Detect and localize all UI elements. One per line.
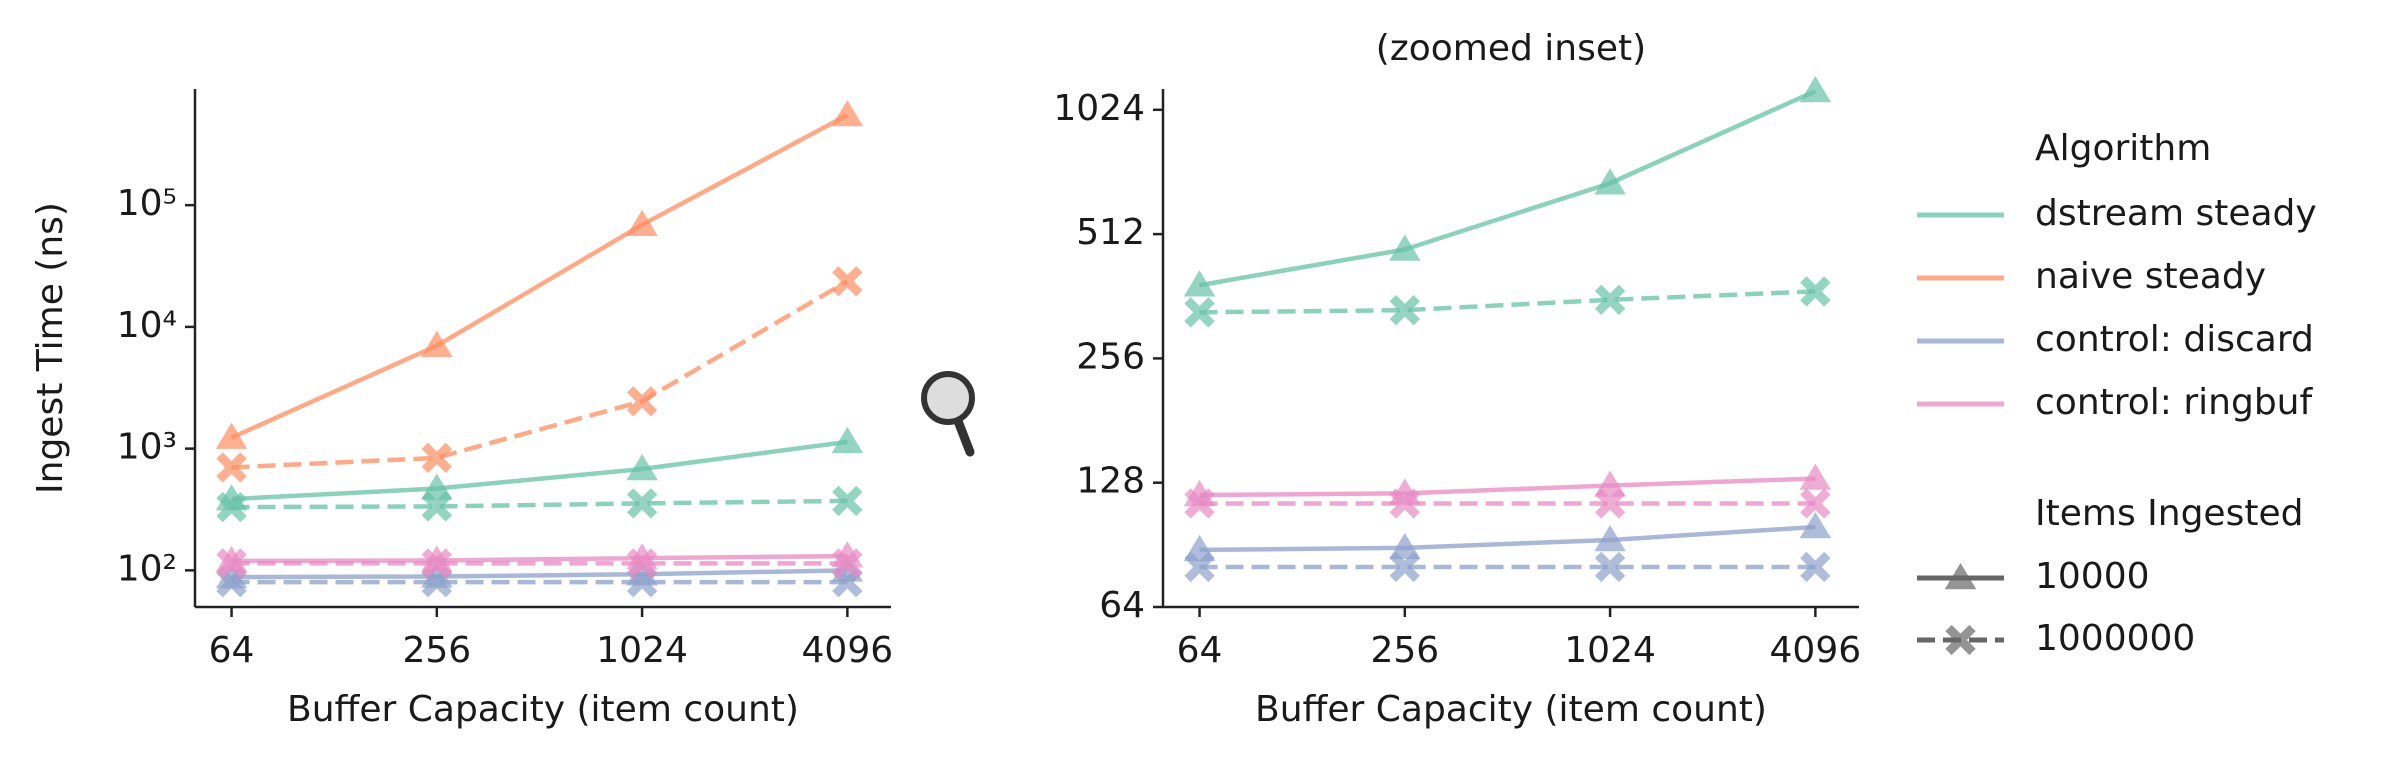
marker: [1594, 551, 1626, 583]
marker: [1799, 463, 1832, 490]
marker: [626, 209, 658, 237]
marker: [1594, 168, 1626, 195]
marker: [1800, 551, 1831, 583]
marker: [421, 548, 453, 579]
marker: [216, 491, 247, 523]
marker: [1945, 624, 1976, 656]
series-line: [1199, 476, 1816, 498]
legend: Algorithm dstream steady naive steady contr…: [1917, 128, 2317, 659]
marker: [626, 454, 658, 481]
marker: [1799, 511, 1832, 539]
marker: [626, 488, 658, 519]
series-line: [231, 439, 848, 502]
marker: [421, 491, 453, 522]
x-axis-label: Buffer Capacity (item count): [287, 689, 799, 730]
x-tick-label: 256: [402, 630, 471, 671]
marker: [1184, 297, 1215, 328]
legend-label: 1000000: [2035, 618, 2195, 659]
marker: [1594, 284, 1626, 315]
magnifier-icon: [921, 371, 975, 457]
marker: [1799, 76, 1832, 103]
y-tick-label: 512: [1076, 212, 1145, 253]
marker: [216, 452, 247, 483]
marker: [626, 548, 658, 579]
marker: [1594, 524, 1626, 552]
marker: [832, 548, 863, 579]
y-tick-label: 10⁵: [117, 183, 177, 224]
chart-title: (zoomed inset): [1376, 28, 1646, 69]
x-tick-label: 64: [209, 630, 255, 671]
marker: [1944, 563, 1977, 590]
legend-title: Items Ingested: [2035, 493, 2303, 534]
series-group: [1183, 76, 1832, 583]
marker: [421, 442, 453, 474]
legend-label: dstream steady: [2035, 193, 2317, 234]
series-line: [231, 279, 849, 470]
x-tick-label: 4096: [1770, 630, 1862, 671]
y-tick-label: 64: [1099, 585, 1145, 626]
legend-label: 10000: [2035, 556, 2150, 597]
x-tick-label: 4096: [802, 630, 894, 671]
plot: (zoomed inset) 64 128 256 512 1024 64 256 1024 40…: [1053, 28, 1861, 730]
y-tick-label: 10²: [117, 548, 177, 589]
marker: [831, 100, 864, 127]
marker: [832, 266, 863, 297]
marker: [1389, 532, 1421, 560]
legend-title: Algorithm: [2035, 128, 2211, 169]
marker: [1184, 488, 1215, 519]
marker: [1184, 551, 1215, 583]
marker: [626, 386, 658, 417]
y-tick-label: 128: [1076, 461, 1145, 502]
x-tick-label: 1024: [1564, 630, 1656, 671]
marker: [1800, 488, 1831, 519]
series-line: [1199, 88, 1817, 288]
series-line: [1199, 524, 1816, 553]
y-axis-label: Ingest Time (ns): [30, 202, 71, 494]
marker: [1800, 276, 1831, 307]
y-tick-label: 10³: [117, 427, 177, 468]
series-line: [231, 498, 848, 510]
marker: [1389, 551, 1421, 583]
y-tick-label: 256: [1076, 336, 1145, 377]
y-tick-label: 10⁴: [117, 305, 177, 346]
x-tick-label: 256: [1370, 630, 1439, 671]
marker: [1594, 488, 1626, 519]
marker: [1389, 234, 1421, 261]
x-axis-label: Buffer Capacity (item count): [1255, 689, 1767, 730]
x-tick-label: 1024: [596, 630, 688, 671]
marker: [216, 548, 247, 579]
series-line: [231, 568, 848, 580]
marker: [421, 330, 453, 357]
series-group: [215, 100, 864, 598]
marker: [831, 426, 864, 454]
marker: [1389, 294, 1421, 326]
series-line: [231, 553, 848, 564]
marker: [1389, 488, 1421, 519]
legend-label: control: discard: [2035, 319, 2314, 360]
series-line: [1199, 289, 1816, 315]
legend-label: control: ringbuf: [2035, 382, 2313, 423]
y-tick-label: 1024: [1053, 88, 1145, 129]
x-tick-label: 64: [1177, 630, 1223, 671]
marker: [215, 422, 248, 449]
legend-label: naive steady: [2035, 256, 2266, 297]
series-line: [230, 113, 849, 440]
marker: [832, 485, 863, 517]
marker: [1183, 270, 1216, 297]
